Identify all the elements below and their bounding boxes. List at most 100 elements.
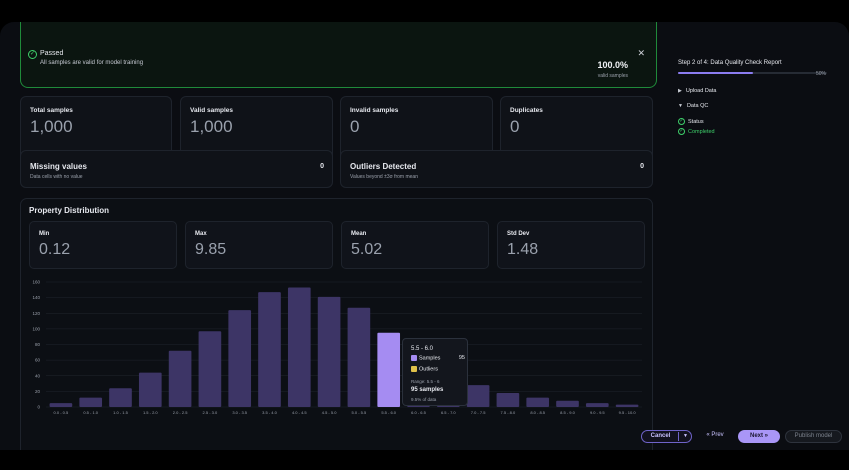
total-samples-value: 1,000 <box>30 117 73 136</box>
next-label: Next <box>749 433 763 439</box>
histogram-bar <box>556 400 579 407</box>
publish-model-button[interactable]: Publish model <box>785 430 842 443</box>
x-tick-label: 6.5 - 7.0 <box>441 410 456 415</box>
prev-label: Prev <box>711 432 724 438</box>
stat-mean-value: 5.02 <box>351 241 383 258</box>
chart-tooltip: 5.5 - 6.0 Samples 95 Outliers Range: 5.5 … <box>402 338 468 406</box>
app-window: ✓ Passed All samples are valid for model… <box>0 22 849 450</box>
x-tick-label: 8.5 - 9.0 <box>560 410 575 415</box>
close-icon[interactable]: ✕ <box>637 48 645 58</box>
missing-values-sub: Data cells with no value <box>30 174 83 180</box>
triangle-down-icon: ▼ <box>678 103 683 109</box>
x-tick-label: 6.0 - 6.5 <box>411 410 426 415</box>
tooltip-percent: 9.5% of data <box>411 397 437 402</box>
stat-max-value: 9.85 <box>195 241 227 258</box>
missing-values-card: Missing values Data cells with no value … <box>20 150 333 188</box>
publish-label: Publish model <box>794 433 833 439</box>
valid-samples-value: 1,000 <box>190 117 233 136</box>
tooltip-range-line: Range: 5.5 - 6 <box>411 379 440 384</box>
histogram-bar <box>198 331 222 407</box>
x-tick-label: 7.5 - 8.0 <box>501 410 516 415</box>
chevron-down-icon[interactable]: ▼ <box>683 433 688 439</box>
stat-min-label: Min <box>39 231 50 237</box>
wizard-sidebar: Step 2 of 4: Data Quality Check Report ▶… <box>662 22 849 450</box>
stat-stddev-label: Std Dev <box>507 231 530 237</box>
x-tick-label: 9.5 - 10.0 <box>619 410 637 415</box>
tooltip-samples-value: 95 <box>458 355 465 361</box>
histogram-bar <box>496 392 520 407</box>
x-tick-label: 5.0 - 5.5 <box>352 410 367 415</box>
distribution-title: Property Distribution <box>29 206 110 215</box>
prev-button[interactable]: « Prev <box>698 430 732 443</box>
histogram-bar <box>466 385 490 407</box>
step-progress-label: 50% <box>816 71 827 77</box>
valid-percent: 100.0% <box>597 60 628 70</box>
x-tick-label: 7.0 - 7.5 <box>471 410 486 415</box>
histogram-bar <box>347 307 371 407</box>
banner-message: All samples are valid for model training <box>40 60 144 66</box>
x-tick-label: 0.5 - 1.0 <box>83 410 98 415</box>
stat-stddev: Std Dev 1.48 <box>497 221 645 269</box>
histogram-bar <box>585 403 609 407</box>
qc-passed-banner: ✓ Passed All samples are valid for model… <box>20 22 657 88</box>
x-tick-label: 4.5 - 5.0 <box>322 410 337 415</box>
check-circle-icon: ✓ <box>678 128 685 135</box>
tooltip-samples-label: Samples <box>419 355 441 362</box>
histogram-bar <box>168 350 192 407</box>
duplicates-label: Duplicates <box>510 107 543 114</box>
histogram-bar <box>317 296 341 407</box>
y-tick-label: 20 <box>35 389 41 394</box>
step-progress-bar <box>678 72 827 74</box>
double-chevron-right-icon: » <box>764 433 769 439</box>
y-tick-label: 120 <box>32 311 40 316</box>
check-circle-icon: ✓ <box>678 118 685 125</box>
outliers-swatch <box>411 366 417 372</box>
stat-max: Max 9.85 <box>185 221 333 269</box>
stat-max-label: Max <box>195 231 207 237</box>
stat-stddev-value: 1.48 <box>507 241 539 258</box>
histogram-bar <box>615 404 639 407</box>
status-value-row: ✓ Completed <box>678 128 715 135</box>
duplicates-value: 0 <box>510 117 520 136</box>
step-progress-fill <box>678 72 753 74</box>
valid-percent-label: valid samples <box>597 73 628 79</box>
tooltip-range: 5.5 - 6.0 <box>411 346 434 352</box>
histogram-bar <box>258 292 281 407</box>
histogram-bar-highlighted <box>377 332 401 407</box>
y-tick-label: 100 <box>32 326 40 331</box>
stat-mean: Mean 5.02 <box>341 221 489 269</box>
x-tick-label: 1.0 - 1.5 <box>113 410 128 415</box>
invalid-samples-value: 0 <box>350 117 360 136</box>
cancel-label: Cancel <box>650 433 671 439</box>
x-tick-label: 4.0 - 4.5 <box>292 410 307 415</box>
total-samples-label: Total samples <box>30 107 73 114</box>
status-value: Completed <box>688 128 715 135</box>
step-title: Step 2 of 4: Data Quality Check Report <box>678 60 782 66</box>
x-tick-label: 3.5 - 4.0 <box>262 410 277 415</box>
cancel-button[interactable]: Cancel ▼ <box>641 430 692 443</box>
y-tick-label: 0 <box>37 405 40 410</box>
x-tick-label: 0.0 - 0.5 <box>54 410 69 415</box>
tooltip-count: 95 samples <box>411 387 444 393</box>
sidebar-item-label: Data QC <box>686 103 709 109</box>
next-button[interactable]: Next » <box>738 430 780 443</box>
tooltip-samples-row: Samples 95 <box>411 355 465 361</box>
cancel-divider <box>678 432 679 441</box>
x-tick-label: 2.0 - 2.5 <box>173 410 188 415</box>
histogram-bar <box>228 310 252 407</box>
triangle-right-icon: ▶ <box>678 88 682 94</box>
check-circle-icon: ✓ <box>28 50 37 59</box>
tooltip-outliers-row: Outliers <box>411 366 465 372</box>
samples-swatch <box>411 355 417 361</box>
sidebar-item-data-qc[interactable]: ▼ Data QC <box>678 103 708 109</box>
x-tick-label: 3.0 - 3.5 <box>232 410 247 415</box>
double-chevron-left-icon: « <box>706 432 710 438</box>
sidebar-item-label: Upload Data <box>685 88 717 94</box>
outliers-sub: Values beyond ±3σ from mean <box>350 174 418 180</box>
x-tick-label: 9.0 - 9.5 <box>590 410 605 415</box>
outliers-label: Outliers Detected <box>350 162 417 171</box>
histogram-bar <box>79 397 103 407</box>
banner-status: Passed <box>40 50 64 57</box>
sidebar-item-upload-data[interactable]: ▶ Upload Data <box>678 88 716 94</box>
y-tick-label: 160 <box>32 280 40 285</box>
